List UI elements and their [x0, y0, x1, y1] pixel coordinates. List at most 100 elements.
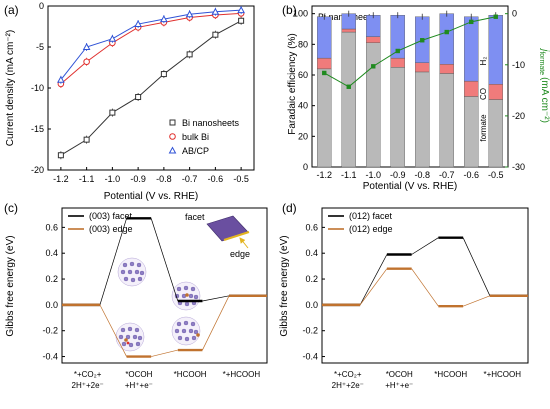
step-label: *OCOH — [386, 370, 413, 379]
data-point — [160, 15, 168, 23]
bar-label-h2: H₂ — [479, 57, 488, 66]
step-label: *HCOOH — [174, 370, 207, 379]
data-point — [237, 6, 245, 14]
y-tick-label: 0.6 — [45, 222, 58, 232]
panel-label-c: (c) — [4, 201, 18, 215]
lattice-structure-image — [171, 316, 201, 346]
x-tick-label: -0.7 — [439, 170, 455, 180]
structure-images — [115, 257, 201, 352]
y2-axis-label-unit: (mA cm⁻²) — [539, 77, 550, 123]
y-tick-label: 40 — [298, 101, 308, 111]
series-line — [60, 12, 242, 85]
step-label: *+CO₂+ — [74, 370, 102, 379]
x-tick-label: -1.1 — [341, 170, 357, 180]
x-tick-label: -1.2 — [316, 170, 332, 180]
panel-label-d: (d) — [282, 201, 297, 215]
series-line — [60, 9, 242, 81]
legend: Bi nanosheets bulk Bi AB/CP — [168, 118, 240, 156]
y-tick-label: -15 — [31, 124, 44, 134]
y-tick-label: 0.6 — [305, 222, 318, 232]
x-tick-label: -0.6 — [463, 170, 479, 180]
plot-frame — [311, 5, 509, 168]
y-tick-label: 0 — [303, 162, 308, 172]
panel-a-current-density-chart: Current density (mA cm⁻²) Potential (V v… — [5, 1, 255, 202]
bar-segment — [439, 13, 454, 65]
y-tick-label: -10 — [31, 83, 44, 93]
data-point — [57, 152, 64, 159]
inset-label-facet: facet — [185, 212, 205, 222]
bar-segment — [488, 99, 503, 168]
data-point — [134, 19, 142, 28]
bar-segment — [415, 62, 430, 73]
connector-line — [462, 237, 491, 296]
series-line — [60, 20, 242, 156]
legend-item: Bi nanosheets — [169, 118, 240, 128]
lattice-structure-image — [115, 322, 145, 352]
connector-line — [99, 304, 127, 357]
bar-segment — [390, 57, 405, 68]
y-tick-label: 100 — [293, 9, 308, 19]
bar-segment — [488, 83, 503, 100]
formate-current-point — [444, 29, 449, 35]
step-label: *+HCOOH — [483, 370, 521, 379]
y-tick-label: 0.0 — [45, 300, 58, 310]
lattice-structure-image — [171, 281, 201, 311]
y-tick-label: 0 — [39, 1, 44, 11]
y-tick-label: -0.2 — [42, 326, 58, 336]
bar-segment — [488, 14, 503, 85]
bar-segment — [439, 73, 454, 168]
data-point — [82, 42, 91, 50]
formate-current-point — [493, 14, 498, 19]
y2-axis-label-sub: formate — [538, 51, 545, 75]
step-label: *+CO₂+ — [334, 370, 362, 379]
y-tick-label: -0.4 — [42, 352, 58, 362]
data-point — [186, 51, 193, 58]
y2-axis-label-main: j — [539, 47, 550, 52]
x-tick-label: -1.1 — [79, 174, 95, 184]
crystal-edge — [223, 231, 250, 241]
formate-current-point — [469, 19, 474, 25]
x-axis-label: Potential (V vs. RHE) — [104, 191, 198, 202]
data-point — [212, 31, 219, 38]
bar-segment — [464, 80, 479, 97]
lattice-structure-image — [117, 257, 147, 287]
x-tick-label: -0.8 — [156, 174, 172, 184]
data-point — [57, 75, 65, 83]
bar-segment — [317, 16, 332, 59]
step-label: +H⁺+e⁻ — [385, 381, 413, 390]
x-tick-label: -0.6 — [208, 174, 224, 184]
panel-d-gibbs-012-chart: Gibbs free energy (eV) (012) facet (012)… — [279, 207, 529, 390]
x-tick-label: -1.0 — [365, 170, 381, 180]
data-point — [185, 10, 194, 18]
y-axis-label: Gibbs free energy (eV) — [5, 235, 16, 336]
data-point — [238, 17, 245, 24]
formate-current-point — [395, 48, 400, 54]
data-point — [83, 58, 90, 66]
legend-label: (003) edge — [89, 224, 133, 234]
y-axis-label: Faradaic efficiency (%) — [287, 33, 298, 135]
x-axis-label: Potential (V vs. RHE) — [363, 181, 457, 192]
bar-segment — [439, 64, 454, 74]
connector-line — [150, 218, 179, 302]
x-tick-label: -0.9 — [130, 174, 146, 184]
panel-b-faradaic-efficiency-chart: Faradaic efficiency (%) jformate(mA cm⁻²… — [287, 5, 550, 192]
y-tick-label: -0.2 — [302, 326, 318, 336]
plot-frame — [61, 207, 268, 364]
legend: (012) facet (012) edge — [328, 211, 393, 234]
bar-segment — [341, 28, 356, 33]
step-label: +H⁺+e⁻ — [125, 381, 153, 390]
y-tick-label: -5 — [36, 42, 44, 52]
step-label: *+HCOOH — [223, 370, 261, 379]
x-tick-label: -0.9 — [390, 170, 406, 180]
bar-segment — [366, 14, 381, 37]
bar-label-formate: formate — [479, 114, 488, 142]
y-tick-label: 20 — [298, 131, 308, 141]
x-tick-label: -1.0 — [105, 174, 121, 184]
bar-segment — [366, 36, 381, 44]
plot-frame — [321, 207, 529, 364]
y-tick-label: 80 — [298, 39, 308, 49]
formate-current-point — [322, 70, 327, 76]
connector-line — [99, 218, 127, 305]
panel-label-a: (a) — [4, 3, 19, 17]
